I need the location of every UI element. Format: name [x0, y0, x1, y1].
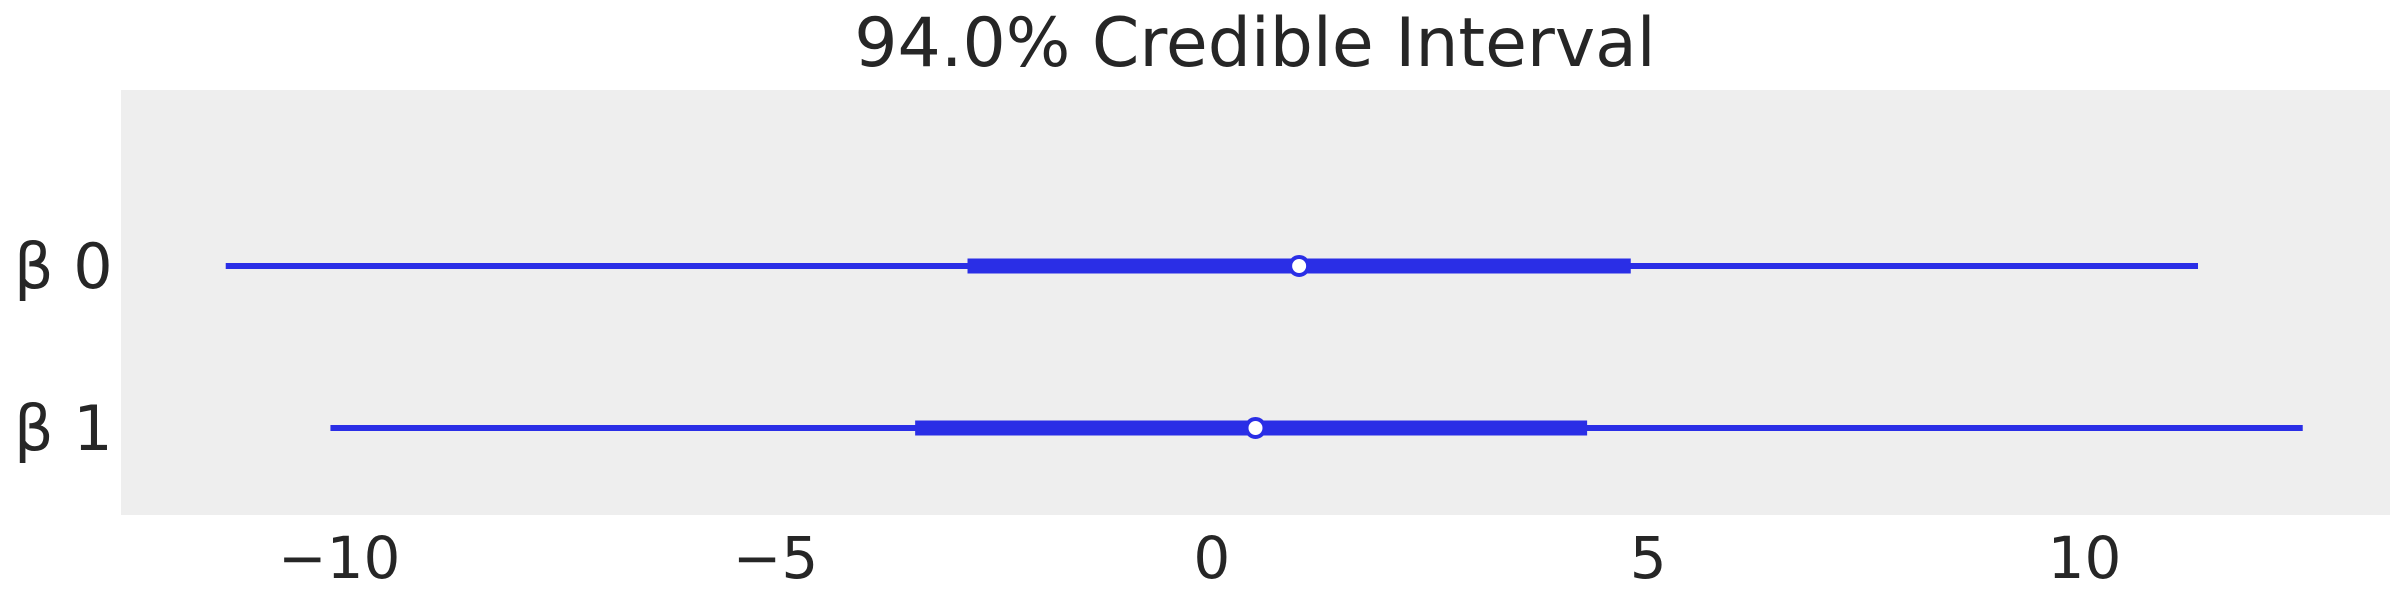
x-tick-label: 5 [1630, 524, 1667, 592]
x-tick-label: 0 [1193, 524, 1230, 592]
x-tick-label: 10 [2048, 524, 2122, 592]
x-tick-label: −5 [733, 524, 819, 592]
interval-row: β 0 [14, 230, 2199, 303]
x-tick-label: −10 [278, 524, 400, 592]
interval-rows: β 0 β 1 [14, 230, 2303, 465]
category-label: β 0 [14, 230, 113, 303]
category-label: β 1 [14, 392, 113, 465]
chart-title: 94.0% Credible Interval [854, 4, 1655, 83]
x-axis-ticks: −10 −5 0 5 10 [278, 524, 2121, 592]
point-estimate-marker [1288, 255, 1311, 277]
point-estimate-marker [1244, 417, 1267, 439]
interval-row: β 1 [14, 392, 2303, 465]
plot-area [121, 90, 2390, 515]
